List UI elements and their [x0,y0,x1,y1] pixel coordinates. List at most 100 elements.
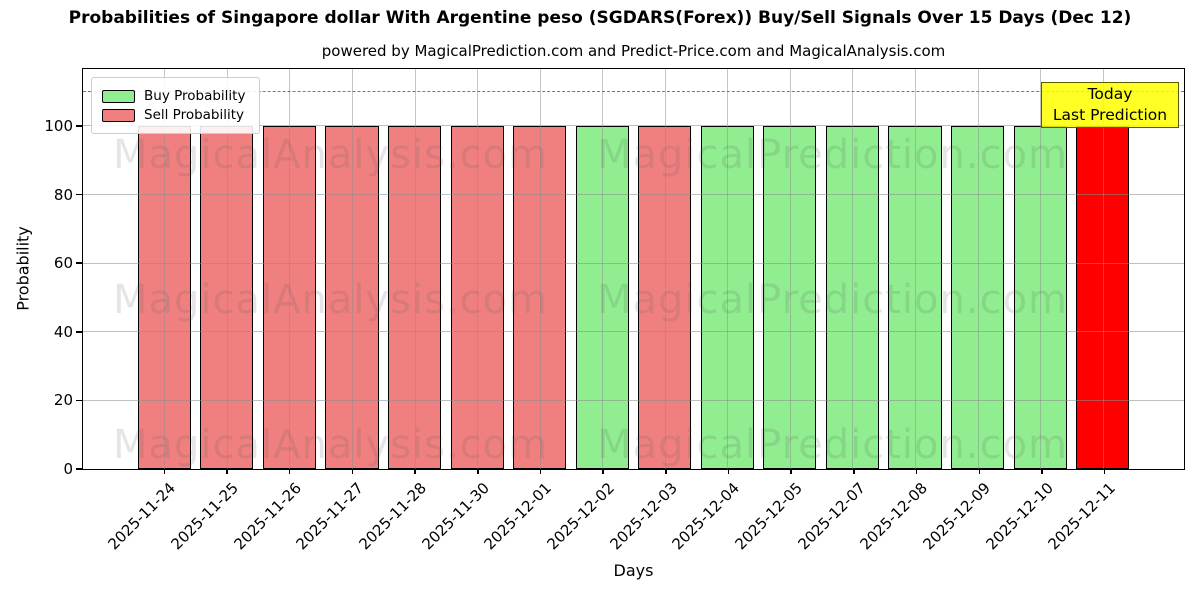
horizontal-gridline [83,125,1184,127]
bar-2025-12-09-buy [951,125,1005,469]
y-tick-mark [76,125,82,127]
bar-2025-11-24-sell [137,125,191,469]
bar-2025-12-03-sell [638,125,692,469]
legend: Buy Probability Sell Probability [91,77,261,134]
bar-slot [759,69,822,469]
bar-2025-12-11-last [1076,125,1130,469]
bar-slot [383,69,446,469]
bar-slot [1071,69,1134,469]
bar-slot [196,69,259,469]
legend-item: Buy Probability [102,88,245,104]
vertical-gridline [477,69,479,469]
vertical-gridline [164,69,166,469]
vertical-gridline [1102,69,1104,469]
vertical-gridline [226,69,228,469]
bar-2025-12-05-buy [763,125,817,469]
bar-2025-11-26-sell [262,125,316,469]
today-annotation-line2: Last Prediction [1052,106,1168,124]
bar-2025-11-25-sell [200,125,254,469]
x-tick-label: 2025-11-24 [104,479,180,554]
x-tick-mark [288,469,291,474]
bar-slot [571,69,634,469]
horizontal-gridline [83,194,1184,196]
vertical-gridline [789,69,791,469]
y-tick-label: 0 [63,460,73,478]
bar-2025-12-07-buy [825,125,880,469]
y-tick-mark [76,193,82,196]
legend-item: Sell Probability [102,107,245,123]
bar-2025-12-08-buy [888,125,942,469]
y-tick-label: 20 [53,391,73,410]
x-axis-ticks: 2025-11-24 2025-11-25 2025-11-26 2025-11-27… [83,469,1186,569]
x-tick-mark [163,469,166,474]
y-tick-mark [76,468,82,470]
bars-container [133,69,1134,469]
today-annotation-line1: Today [1087,85,1133,103]
chart-subtitle: powered by MagicalPrediction.com and Pre… [321,42,946,60]
bar-slot [508,69,571,469]
bar-slot [696,69,759,469]
legend-swatch-icon [102,89,135,103]
x-tick-mark [226,469,228,474]
vertical-gridline [289,69,291,469]
vertical-gridline [915,69,917,469]
horizontal-gridline [83,262,1184,264]
x-tick-mark [1103,469,1106,474]
bar-2025-12-02-buy [575,125,629,469]
x-tick-mark [602,469,604,474]
x-tick-mark [727,469,730,474]
x-tick-mark [665,469,667,474]
x-tick-mark [978,469,981,474]
vertical-gridline [414,69,416,469]
x-tick-mark [853,469,855,474]
vertical-gridline [351,69,353,469]
y-tick-mark [76,262,82,264]
x-axis-label: Days [613,561,654,580]
bar-slot [946,69,1009,469]
y-tick-label: 100 [44,116,73,135]
bar-2025-11-27-sell [325,125,379,469]
vertical-gridline [727,69,729,469]
vertical-gridline [539,69,541,469]
x-tick-label: 2025-11-28 [355,479,430,554]
legend-label: Buy Probability [144,88,246,104]
bar-slot [634,69,697,469]
x-tick-mark [1041,469,1043,474]
threshold-dashed-line [83,91,1184,92]
bar-slot [258,69,321,469]
bar-2025-11-28-sell [387,125,442,469]
vertical-gridline [664,69,666,469]
chart-title: Probabilities of Singapore dollar With A… [68,8,1132,28]
legend-label: Sell Probability [144,107,245,123]
today-annotation: Today Last Prediction [1041,82,1179,128]
horizontal-gridline [83,399,1184,401]
x-tick-mark [539,469,542,474]
x-tick-label: 2025-12-09 [919,479,995,554]
bar-2025-11-30-sell [450,125,504,469]
bar-slot [446,69,509,469]
vertical-gridline [602,69,604,469]
bar-slot [321,69,384,469]
horizontal-gridline [83,331,1184,333]
x-tick-mark [414,469,416,474]
y-tick-label: 80 [53,185,73,204]
x-tick-mark [477,469,479,474]
x-tick-label: 2025-11-25 [167,479,242,554]
y-tick-label: 60 [53,254,73,273]
bar-slot [133,69,196,469]
bar-slot [884,69,947,469]
vertical-gridline [852,69,854,469]
legend-swatch-icon [102,108,135,122]
y-tick-mark [76,399,82,402]
vertical-gridline [977,69,979,469]
bar-2025-12-04-buy [700,125,754,469]
y-tick-label: 40 [53,322,73,341]
bar-2025-12-01-sell [513,125,567,469]
bar-2025-12-10-buy [1013,125,1067,469]
x-tick-mark [790,469,792,474]
bar-slot [821,69,884,469]
x-tick-mark [915,469,918,474]
x-tick-label: 2025-12-05 [731,479,806,554]
x-tick-label: 2025-12-02 [543,479,618,554]
